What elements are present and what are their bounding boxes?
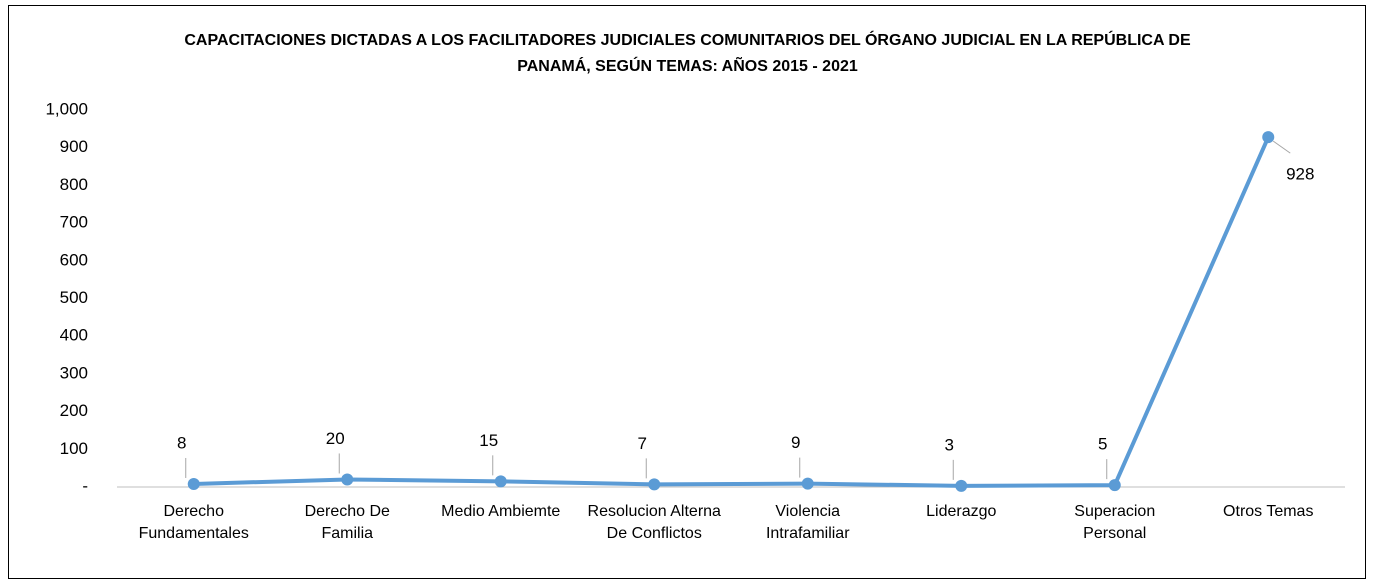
- y-tick-label: -: [82, 476, 88, 495]
- marker: [187, 477, 200, 490]
- leader-line: [1272, 140, 1291, 154]
- data-label: 8: [177, 433, 186, 452]
- marker: [1262, 131, 1275, 144]
- data-label: 928: [1286, 165, 1314, 184]
- data-label: 20: [326, 429, 345, 448]
- marker: [341, 473, 354, 486]
- y-tick-label: 200: [60, 401, 88, 420]
- chart-frame: [8, 5, 1366, 579]
- chart-title: CAPACITACIONES DICTADAS A LOS FACILITADO…: [184, 32, 1191, 75]
- y-tick-label: 500: [60, 288, 88, 307]
- y-tick-label: 900: [60, 137, 88, 156]
- y-tick-label: 300: [60, 363, 88, 382]
- y-tick-label: 700: [60, 213, 88, 232]
- y-tick-label: 800: [60, 175, 88, 194]
- data-label: 9: [791, 433, 800, 452]
- marker: [801, 477, 814, 490]
- x-tick-label: Otros Temas: [1223, 503, 1314, 520]
- data-label: 15: [479, 431, 498, 450]
- x-tick-label: Medio Ambiemte: [441, 503, 561, 520]
- y-tick-label: 1,000: [45, 99, 88, 118]
- x-tick-label: Resolucion Alterna De Conflictos: [587, 503, 721, 542]
- x-tick-label: Superacion Personal: [1074, 503, 1156, 542]
- marker: [648, 478, 661, 491]
- y-tick-label: 400: [60, 326, 88, 345]
- data-label: 3: [945, 435, 954, 454]
- line: [193, 136, 1271, 488]
- data-label: 5: [1098, 435, 1107, 454]
- marker: [1108, 479, 1121, 492]
- y-tick-label: 600: [60, 250, 88, 269]
- x-tick-label: Derecho De Familia: [304, 503, 390, 542]
- marker: [494, 475, 507, 488]
- marker: [955, 479, 968, 492]
- data-label: 7: [638, 434, 647, 453]
- x-tick-label: Derecho Fundamentales: [138, 503, 249, 542]
- x-tick-label: Liderazgo: [926, 503, 997, 520]
- y-tick-label: 100: [60, 439, 88, 458]
- x-tick-label: Violencia Intrafamiliar: [765, 503, 850, 542]
